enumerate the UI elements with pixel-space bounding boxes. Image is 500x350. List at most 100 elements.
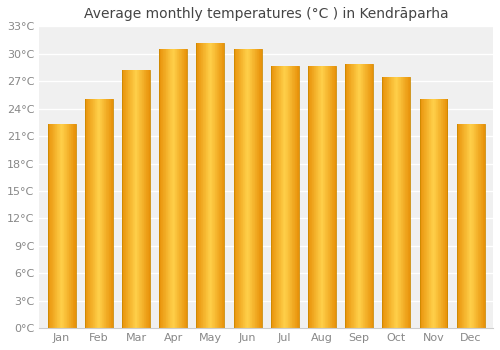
Bar (199, 43, 200, 328)
Bar (133, 70, 134, 328)
Bar (239, 49, 240, 328)
Bar (171, 49, 172, 328)
Bar (442, 99, 444, 328)
Bar (320, 65, 322, 328)
Bar (63, 124, 64, 328)
Bar (399, 77, 400, 328)
Bar (391, 77, 392, 328)
Bar (463, 124, 464, 328)
Bar (294, 65, 296, 328)
Bar (318, 65, 320, 328)
Bar (236, 49, 237, 328)
Bar (295, 65, 296, 328)
Bar (282, 65, 284, 328)
Bar (252, 49, 253, 328)
Bar (197, 43, 198, 328)
Bar (292, 65, 293, 328)
Bar (86, 99, 87, 328)
Bar (85, 99, 86, 328)
Bar (459, 124, 460, 328)
Bar (206, 43, 207, 328)
Bar (271, 65, 272, 328)
Bar (139, 70, 140, 328)
Bar (484, 124, 485, 328)
Bar (253, 49, 254, 328)
Bar (258, 49, 259, 328)
Bar (447, 99, 448, 328)
Bar (178, 49, 179, 328)
Bar (102, 99, 103, 328)
Bar (371, 64, 372, 328)
Bar (90, 99, 91, 328)
Bar (214, 43, 216, 328)
Bar (66, 124, 68, 328)
Bar (254, 49, 256, 328)
Bar (89, 99, 90, 328)
Bar (122, 70, 123, 328)
Bar (173, 49, 174, 328)
Bar (101, 99, 102, 328)
Bar (383, 77, 384, 328)
Bar (68, 124, 70, 328)
Bar (56, 124, 57, 328)
Bar (72, 124, 73, 328)
Bar (145, 70, 146, 328)
Bar (136, 70, 138, 328)
Bar (198, 43, 200, 328)
Bar (479, 124, 480, 328)
Bar (50, 124, 51, 328)
Bar (73, 124, 74, 328)
Bar (317, 65, 318, 328)
Bar (96, 99, 97, 328)
Bar (141, 70, 142, 328)
Bar (124, 70, 125, 328)
Bar (235, 49, 236, 328)
Bar (184, 49, 185, 328)
Bar (328, 65, 329, 328)
Bar (457, 124, 458, 328)
Bar (277, 65, 278, 328)
Bar (96, 99, 98, 328)
Bar (296, 65, 298, 328)
Bar (246, 49, 247, 328)
Bar (92, 99, 94, 328)
Bar (93, 99, 94, 328)
Bar (345, 64, 346, 328)
Bar (472, 124, 473, 328)
Bar (237, 49, 238, 328)
Bar (425, 99, 426, 328)
Bar (179, 49, 180, 328)
Bar (181, 49, 182, 328)
Bar (372, 64, 373, 328)
Bar (428, 99, 430, 328)
Bar (385, 77, 386, 328)
Bar (478, 124, 479, 328)
Bar (196, 43, 197, 328)
Bar (105, 99, 106, 328)
Bar (183, 49, 184, 328)
Bar (144, 70, 145, 328)
Bar (223, 43, 224, 328)
Bar (125, 70, 126, 328)
Bar (436, 99, 437, 328)
Bar (273, 65, 274, 328)
Bar (370, 64, 371, 328)
Bar (244, 49, 245, 328)
Bar (245, 49, 246, 328)
Bar (355, 64, 356, 328)
Bar (390, 77, 391, 328)
Bar (61, 124, 62, 328)
Bar (106, 99, 108, 328)
Bar (58, 124, 59, 328)
Bar (434, 99, 435, 328)
Bar (67, 124, 68, 328)
Bar (433, 99, 434, 328)
Bar (438, 99, 439, 328)
Bar (276, 65, 277, 328)
Bar (103, 99, 104, 328)
Bar (242, 49, 243, 328)
Bar (280, 65, 281, 328)
Bar (220, 43, 221, 328)
Bar (182, 49, 183, 328)
Bar (311, 65, 312, 328)
